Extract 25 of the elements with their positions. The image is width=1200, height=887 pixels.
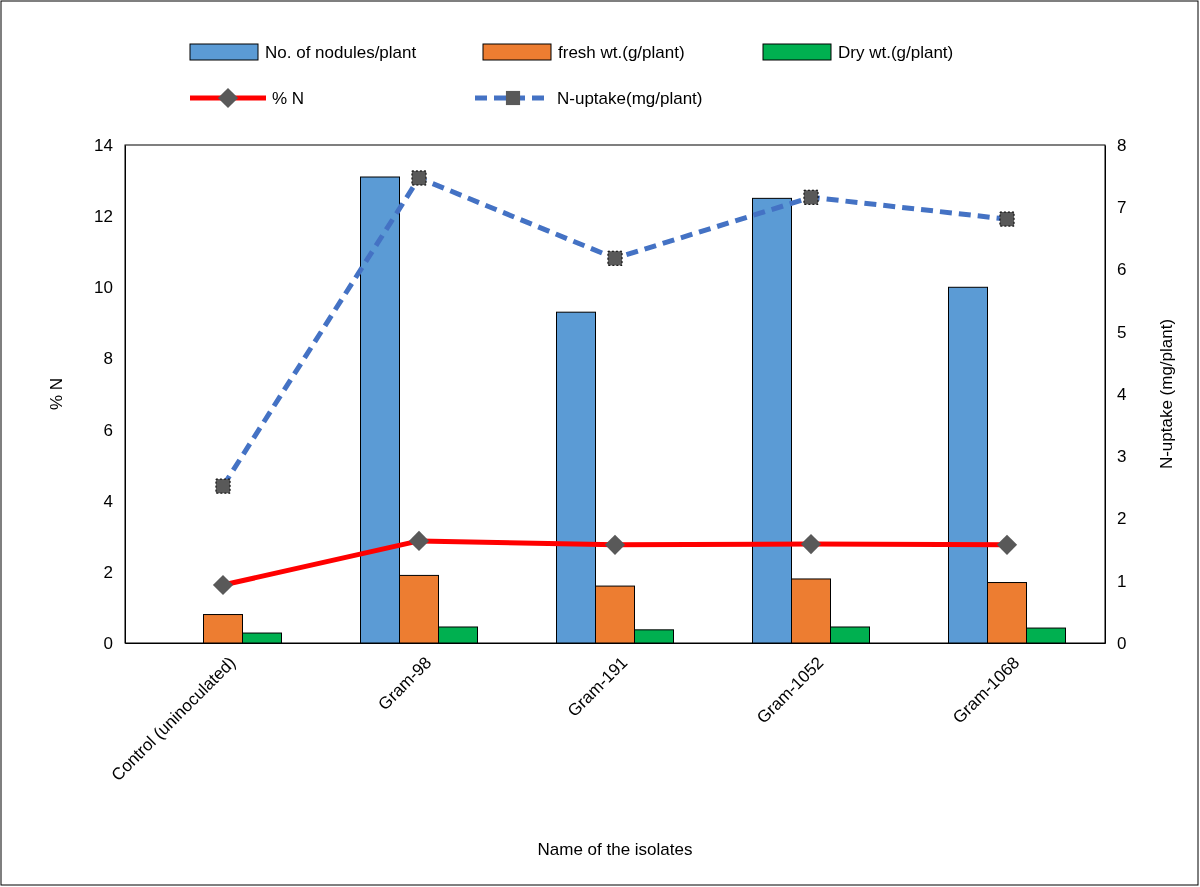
- y-tick-label: 14: [94, 135, 113, 155]
- y-tick-label: 10: [94, 278, 113, 298]
- y2-tick-label: 7: [1117, 198, 1127, 218]
- x-axis-title: Name of the isolates: [537, 840, 693, 859]
- y2-axis-title: N-uptake (mg/plant): [1157, 318, 1176, 470]
- legend-label: Dry wt.(g/plant): [838, 43, 954, 62]
- y-tick-label: 8: [103, 349, 113, 369]
- legend-label: % N: [272, 89, 305, 108]
- legend-label: N-uptake(mg/plant): [557, 89, 703, 108]
- y2-tick-label: 3: [1117, 447, 1127, 467]
- y2-tick-label: 0: [1117, 633, 1127, 653]
- y2-tick-label: 4: [1117, 384, 1127, 404]
- y2-tick-label: 1: [1117, 571, 1127, 591]
- y-axis-title: % N: [47, 377, 66, 411]
- y2-tick-label: 8: [1117, 135, 1127, 155]
- y2-tick-label: 2: [1117, 509, 1127, 529]
- y-tick-label: 6: [103, 420, 113, 440]
- y-tick-label: 2: [103, 562, 113, 582]
- y-tick-label: 12: [94, 207, 113, 227]
- y2-tick-label: 5: [1117, 322, 1127, 342]
- y-tick-label: 0: [103, 633, 113, 653]
- y2-tick-label: 6: [1117, 260, 1127, 280]
- y-tick-label: 4: [103, 491, 113, 511]
- legend-label: fresh wt.(g/plant): [558, 43, 685, 62]
- legend-label: No. of nodules/plant: [265, 43, 417, 62]
